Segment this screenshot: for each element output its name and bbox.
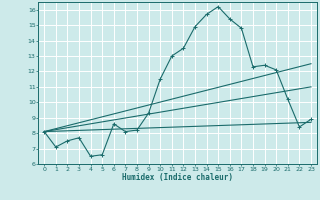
X-axis label: Humidex (Indice chaleur): Humidex (Indice chaleur) (122, 173, 233, 182)
